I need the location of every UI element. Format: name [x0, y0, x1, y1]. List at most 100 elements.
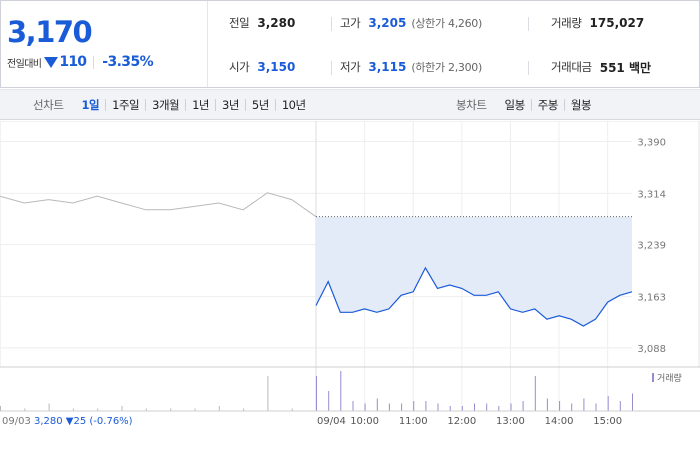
volume-bar [619, 401, 621, 411]
volume-bar [340, 371, 342, 411]
x-tick-label: 11:00 [399, 416, 428, 427]
volume-bar [24, 408, 26, 411]
volume-bar [388, 403, 390, 411]
divider [528, 61, 529, 75]
volume-bar [328, 391, 330, 411]
candle-tab-0[interactable]: 일봉 [504, 97, 526, 112]
volume-bar [437, 403, 439, 411]
volume-bar [583, 398, 585, 411]
volume-bar [0, 406, 1, 411]
volume-bar [170, 408, 172, 411]
volume-bar [376, 398, 378, 411]
open-cell: 시가 3,150 [229, 57, 295, 77]
volume-bar [291, 408, 293, 411]
period-tab-bar: 선차트 1일 1주일 3개월 1년 3년 5년 10년 봉차트 일봉 주봉 월봉 [0, 89, 700, 120]
volume-value: 175,027 [589, 16, 645, 30]
volume-bar [401, 403, 403, 411]
x-axis: 09/03 3,280 ▼25 (-0.76%) 09/04 10:00 11:00 12… [2, 416, 622, 427]
down-triangle-icon [44, 56, 59, 68]
volume-bar [510, 403, 512, 411]
volume-bar [352, 401, 354, 411]
volume-bar [607, 396, 609, 411]
candle-chart-tabs: 봉차트 일봉 주봉 월봉 [456, 90, 597, 119]
volume-bar [559, 401, 561, 411]
quote-summary: 3,170 전일대비 110 -3.35% 전일 3,280 고가 3,205 … [0, 0, 700, 88]
volume-bar [425, 401, 427, 411]
today-fill [316, 216, 632, 326]
today-price-line [315, 266, 633, 327]
x-tick-label: 14:00 [545, 416, 574, 427]
turnover-cell: 거래대금 551 백만 [551, 57, 651, 77]
volume-bar [121, 406, 123, 411]
line-tab-5[interactable]: 5년 [244, 98, 275, 111]
line-chart-title: 선차트 [33, 97, 64, 112]
candle-tab-1[interactable]: 주봉 [530, 98, 564, 111]
low-cell: 저가 3,115 (하한가 2,300) [340, 57, 482, 77]
volume-bar [595, 403, 597, 411]
volume-bar [218, 406, 220, 411]
turnover-label: 거래대금 [551, 60, 592, 74]
line-tab-4[interactable]: 3년 [215, 98, 245, 111]
volume-bars [0, 371, 700, 412]
x-tick-label: 10:00 [350, 416, 379, 427]
today-area [315, 216, 633, 327]
prev-day-close-label: 3,280 ▼25 (-0.76%) [34, 416, 133, 427]
line-tab-1[interactable]: 1주일 [105, 98, 145, 111]
volume-bar [316, 376, 317, 411]
candle-chart-title: 봉차트 [456, 97, 487, 112]
line-chart-tabs: 선차트 1일 1주일 3개월 1년 3년 5년 10년 [33, 90, 312, 119]
y-axis: 3,390 3,314 3,239 3,163 3,088 [637, 138, 666, 355]
line-tab-2[interactable]: 3개월 [145, 98, 185, 111]
y-tick-label: 3,163 [637, 293, 666, 304]
volume-bar [461, 406, 463, 411]
volume-legend: 거래량 [652, 372, 682, 384]
prev-day-area [0, 192, 317, 218]
price-chart: 3,390 3,314 3,239 3,163 3,088 09/03 3,280 ▼25… [0, 121, 700, 450]
volume-legend-label: 거래량 [657, 372, 682, 384]
volume-bar [449, 406, 451, 411]
volume-bar [632, 393, 633, 411]
low-value: 3,115 [368, 60, 407, 74]
volume-legend-swatch [652, 373, 654, 382]
volume-bar [413, 401, 415, 411]
divider [93, 55, 95, 69]
change-label: 전일대비 [7, 58, 42, 70]
volume-bar [364, 403, 366, 411]
volume-bar [498, 406, 500, 411]
high-value: 3,205 [368, 16, 407, 30]
y-tick-label: 3,239 [637, 241, 666, 252]
price-box: 3,170 전일대비 110 -3.35% [1, 1, 208, 87]
candle-tab-2[interactable]: 월봉 [563, 98, 597, 111]
x-tick-label: 09/04 [317, 416, 346, 427]
open-value: 3,150 [257, 60, 296, 74]
open-label: 시가 [229, 60, 250, 74]
prev-close-label: 전일 [229, 16, 250, 30]
change-amount: 110 [59, 54, 87, 70]
volume-bar [243, 408, 245, 411]
x-tick-label: 15:00 [593, 416, 622, 427]
y-tick-label: 3,390 [637, 138, 666, 149]
volume-bar [474, 403, 475, 411]
y-tick-label: 3,314 [637, 189, 666, 200]
x-tick-label: 13:00 [496, 416, 525, 427]
volume-cell: 거래량 175,027 [551, 13, 644, 33]
line-tab-3[interactable]: 1년 [185, 98, 215, 111]
high-cell: 고가 3,205 (상한가 4,260) [340, 13, 482, 33]
turnover-value: 551 백만 [599, 60, 652, 75]
prev-close-value: 3,280 [257, 16, 296, 30]
volume-bar [72, 408, 74, 411]
volume-bar [267, 376, 269, 411]
low-label: 저가 [340, 60, 361, 74]
volume-bar [522, 401, 524, 411]
volume-bar [571, 403, 573, 411]
change-row: 전일대비 110 -3.35% [7, 54, 154, 70]
x-tick-label: 12:00 [447, 416, 476, 427]
volume-bar [194, 408, 196, 411]
line-tab-6[interactable]: 10년 [274, 98, 312, 111]
divider [331, 61, 332, 75]
line-tab-0[interactable]: 1일 [81, 97, 100, 112]
prev-close-cell: 전일 3,280 [229, 13, 295, 33]
lower-limit: (하한가 2,300) [411, 61, 482, 74]
volume-bar [145, 408, 147, 411]
volume-bar [534, 376, 536, 411]
